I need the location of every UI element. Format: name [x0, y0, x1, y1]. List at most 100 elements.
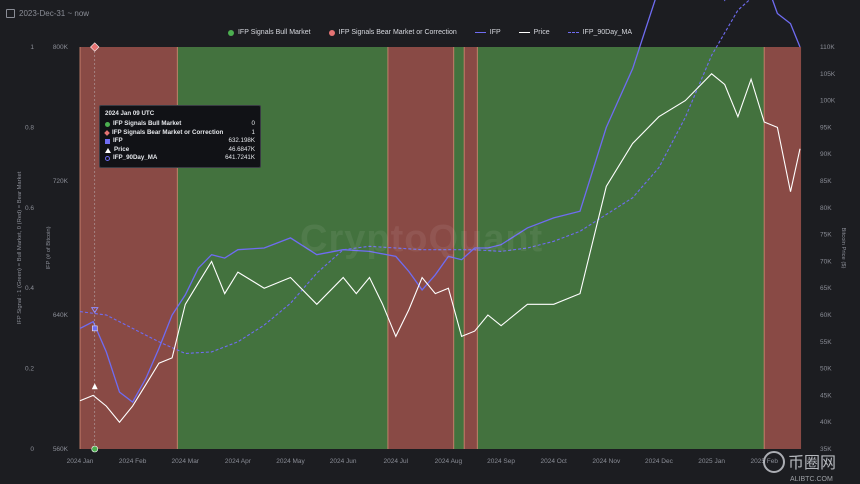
hover-price-marker [91, 383, 98, 390]
tooltip-date: 2024 Jan 09 UTC [105, 110, 155, 117]
ifp-90day-ma-line [79, 0, 751, 355]
tooltip-label: Price [114, 145, 130, 153]
date-range-label: 2023-Dec-31 ~ now [19, 8, 90, 18]
tooltip-row: IFP 632.198K [105, 137, 255, 146]
ifp-tick-label: 560K [53, 446, 69, 453]
legend-line-icon [518, 32, 530, 33]
x-tick-label: 2024 Jul [384, 458, 409, 465]
signal-tick-label: 1 [30, 44, 34, 51]
legend-label: IFP Signals Bull Market [237, 29, 311, 36]
x-tick-label: 2024 Mar [172, 458, 200, 465]
price-tick-label: 55K [820, 339, 832, 346]
ifp-axis-title: IFP (# of Bitcoin) [46, 226, 52, 269]
price-tick-label: 80K [820, 205, 832, 212]
tooltip-value: 0 [251, 120, 255, 127]
price-tick-label: 105K [820, 71, 836, 78]
x-tick-label: 2024 Jan [67, 458, 94, 465]
tooltip-value: 641.7241K [225, 154, 255, 162]
signal-axis-title: IFP Signal : 1 (Green) = Bull Market, 0 … [17, 171, 23, 324]
signal-tick-label: 0.2 [25, 366, 34, 373]
signal-tick-label: 0.6 [25, 205, 34, 212]
bear-regime-band [764, 47, 802, 449]
corner-logo-url: ALIBTC.COM [790, 476, 833, 483]
legend-dot-icon [227, 29, 234, 36]
watermark-text: CryptoQuant [300, 218, 544, 260]
legend-line-icon [567, 32, 579, 33]
price-tick-label: 70K [820, 258, 832, 265]
price-axis-title: Bitcoin Price ($) [840, 228, 846, 269]
price-tick-label: 45K [820, 392, 832, 399]
tooltip-row: IFP_90Day_MA 641.7241K [105, 154, 255, 163]
tooltip-label: IFP [113, 137, 123, 145]
legend-label: IFP_90Day_MA [582, 29, 633, 36]
price-tick-label: 35K [820, 446, 832, 453]
price-tick-label: 95K [820, 124, 832, 131]
bear-regime-band [464, 47, 478, 449]
x-tick-label: 2024 Feb [119, 458, 147, 465]
x-tick-label: 2024 Oct [540, 458, 567, 465]
price-tick-label: 65K [820, 285, 832, 292]
x-tick-label: 2024 Dec [645, 458, 674, 465]
chart-legend: IFP Signals Bull Market IFP Signals Bear … [0, 29, 860, 36]
tooltip-label: IFP_90Day_MA [113, 154, 158, 162]
ifp-tick-label: 800K [53, 44, 69, 51]
hover-bull-marker [91, 445, 99, 453]
tooltip-series-icon [105, 121, 110, 127]
x-tick-label: 2024 May [276, 458, 305, 465]
legend-item[interactable]: IFP Signals Bear Market or Correction [328, 29, 457, 36]
tooltip-value: 632.198K [228, 137, 256, 145]
x-tick-label: 2024 Apr [225, 458, 252, 465]
tooltip-series-icon [105, 147, 111, 153]
tooltip-row: IFP Signals Bear Market or Correction 1 [104, 128, 255, 138]
ifp-tick-label: 720K [53, 178, 69, 185]
ifp-line [79, 0, 801, 404]
legend-item[interactable]: IFP_90Day_MA [567, 29, 633, 36]
legend-item[interactable]: IFP [474, 29, 501, 36]
hover-ma-marker [90, 307, 99, 314]
tooltip-row: IFP Signals Bull Market 0 [105, 120, 255, 129]
bull-regime-band [453, 47, 465, 449]
ifp-tick-label: 640K [53, 312, 69, 319]
corner-logo: 币圈网 ALIBTC.COM [763, 451, 836, 483]
signal-tick-label: 0 [30, 446, 34, 453]
x-tick-label: 2024 Nov [592, 458, 621, 465]
chart-tooltip: 2024 Jan 09 UTC IFP Signals Bull Market 0… [99, 105, 261, 168]
price-tick-label: 50K [820, 366, 832, 373]
logo-ring-icon [763, 451, 785, 473]
x-tick-label: 2024 Aug [435, 458, 463, 465]
hover-bear-marker [90, 42, 100, 52]
price-tick-label: 75K [820, 232, 832, 239]
price-tick-label: 90K [820, 151, 832, 158]
signal-tick-label: 0.4 [25, 285, 34, 292]
hover-ifp-marker [91, 325, 98, 332]
tooltip-series-icon [105, 138, 110, 144]
x-tick-label: 2024 Jun [330, 458, 357, 465]
date-range-picker[interactable]: 2023-Dec-31 ~ now [6, 6, 89, 20]
tooltip-series-icon [105, 156, 110, 162]
x-tick-label: 2024 Sep [487, 458, 515, 465]
tooltip-row: Price 46.6847K [105, 146, 255, 155]
x-tick-label: 2025 Jan [698, 458, 725, 465]
price-tick-label: 100K [820, 98, 836, 105]
price-tick-label: 85K [820, 178, 832, 185]
legend-item[interactable]: Price [518, 29, 550, 36]
tooltip-label: IFP Signals Bear Market or Correction [112, 128, 224, 136]
tooltip-value: 1 [251, 128, 255, 136]
corner-logo-name: 币圈网 [788, 453, 836, 472]
price-tick-label: 40K [820, 419, 832, 426]
tooltip-label: IFP Signals Bull Market [113, 120, 182, 127]
legend-line-icon [474, 32, 486, 33]
price-tick-label: 110K [820, 44, 835, 51]
tooltip-value: 46.6847K [228, 145, 256, 153]
tooltip-series-icon [104, 130, 110, 136]
signal-tick-label: 0.8 [25, 124, 34, 131]
legend-dot-icon [328, 29, 335, 36]
legend-label: IFP [489, 29, 501, 36]
calendar-icon [6, 8, 15, 18]
legend-label: Price [533, 29, 550, 36]
price-tick-label: 60K [820, 312, 832, 319]
legend-label: IFP Signals Bear Market or Correction [338, 29, 457, 36]
legend-item[interactable]: IFP Signals Bull Market [227, 29, 311, 36]
price-line [79, 73, 801, 424]
